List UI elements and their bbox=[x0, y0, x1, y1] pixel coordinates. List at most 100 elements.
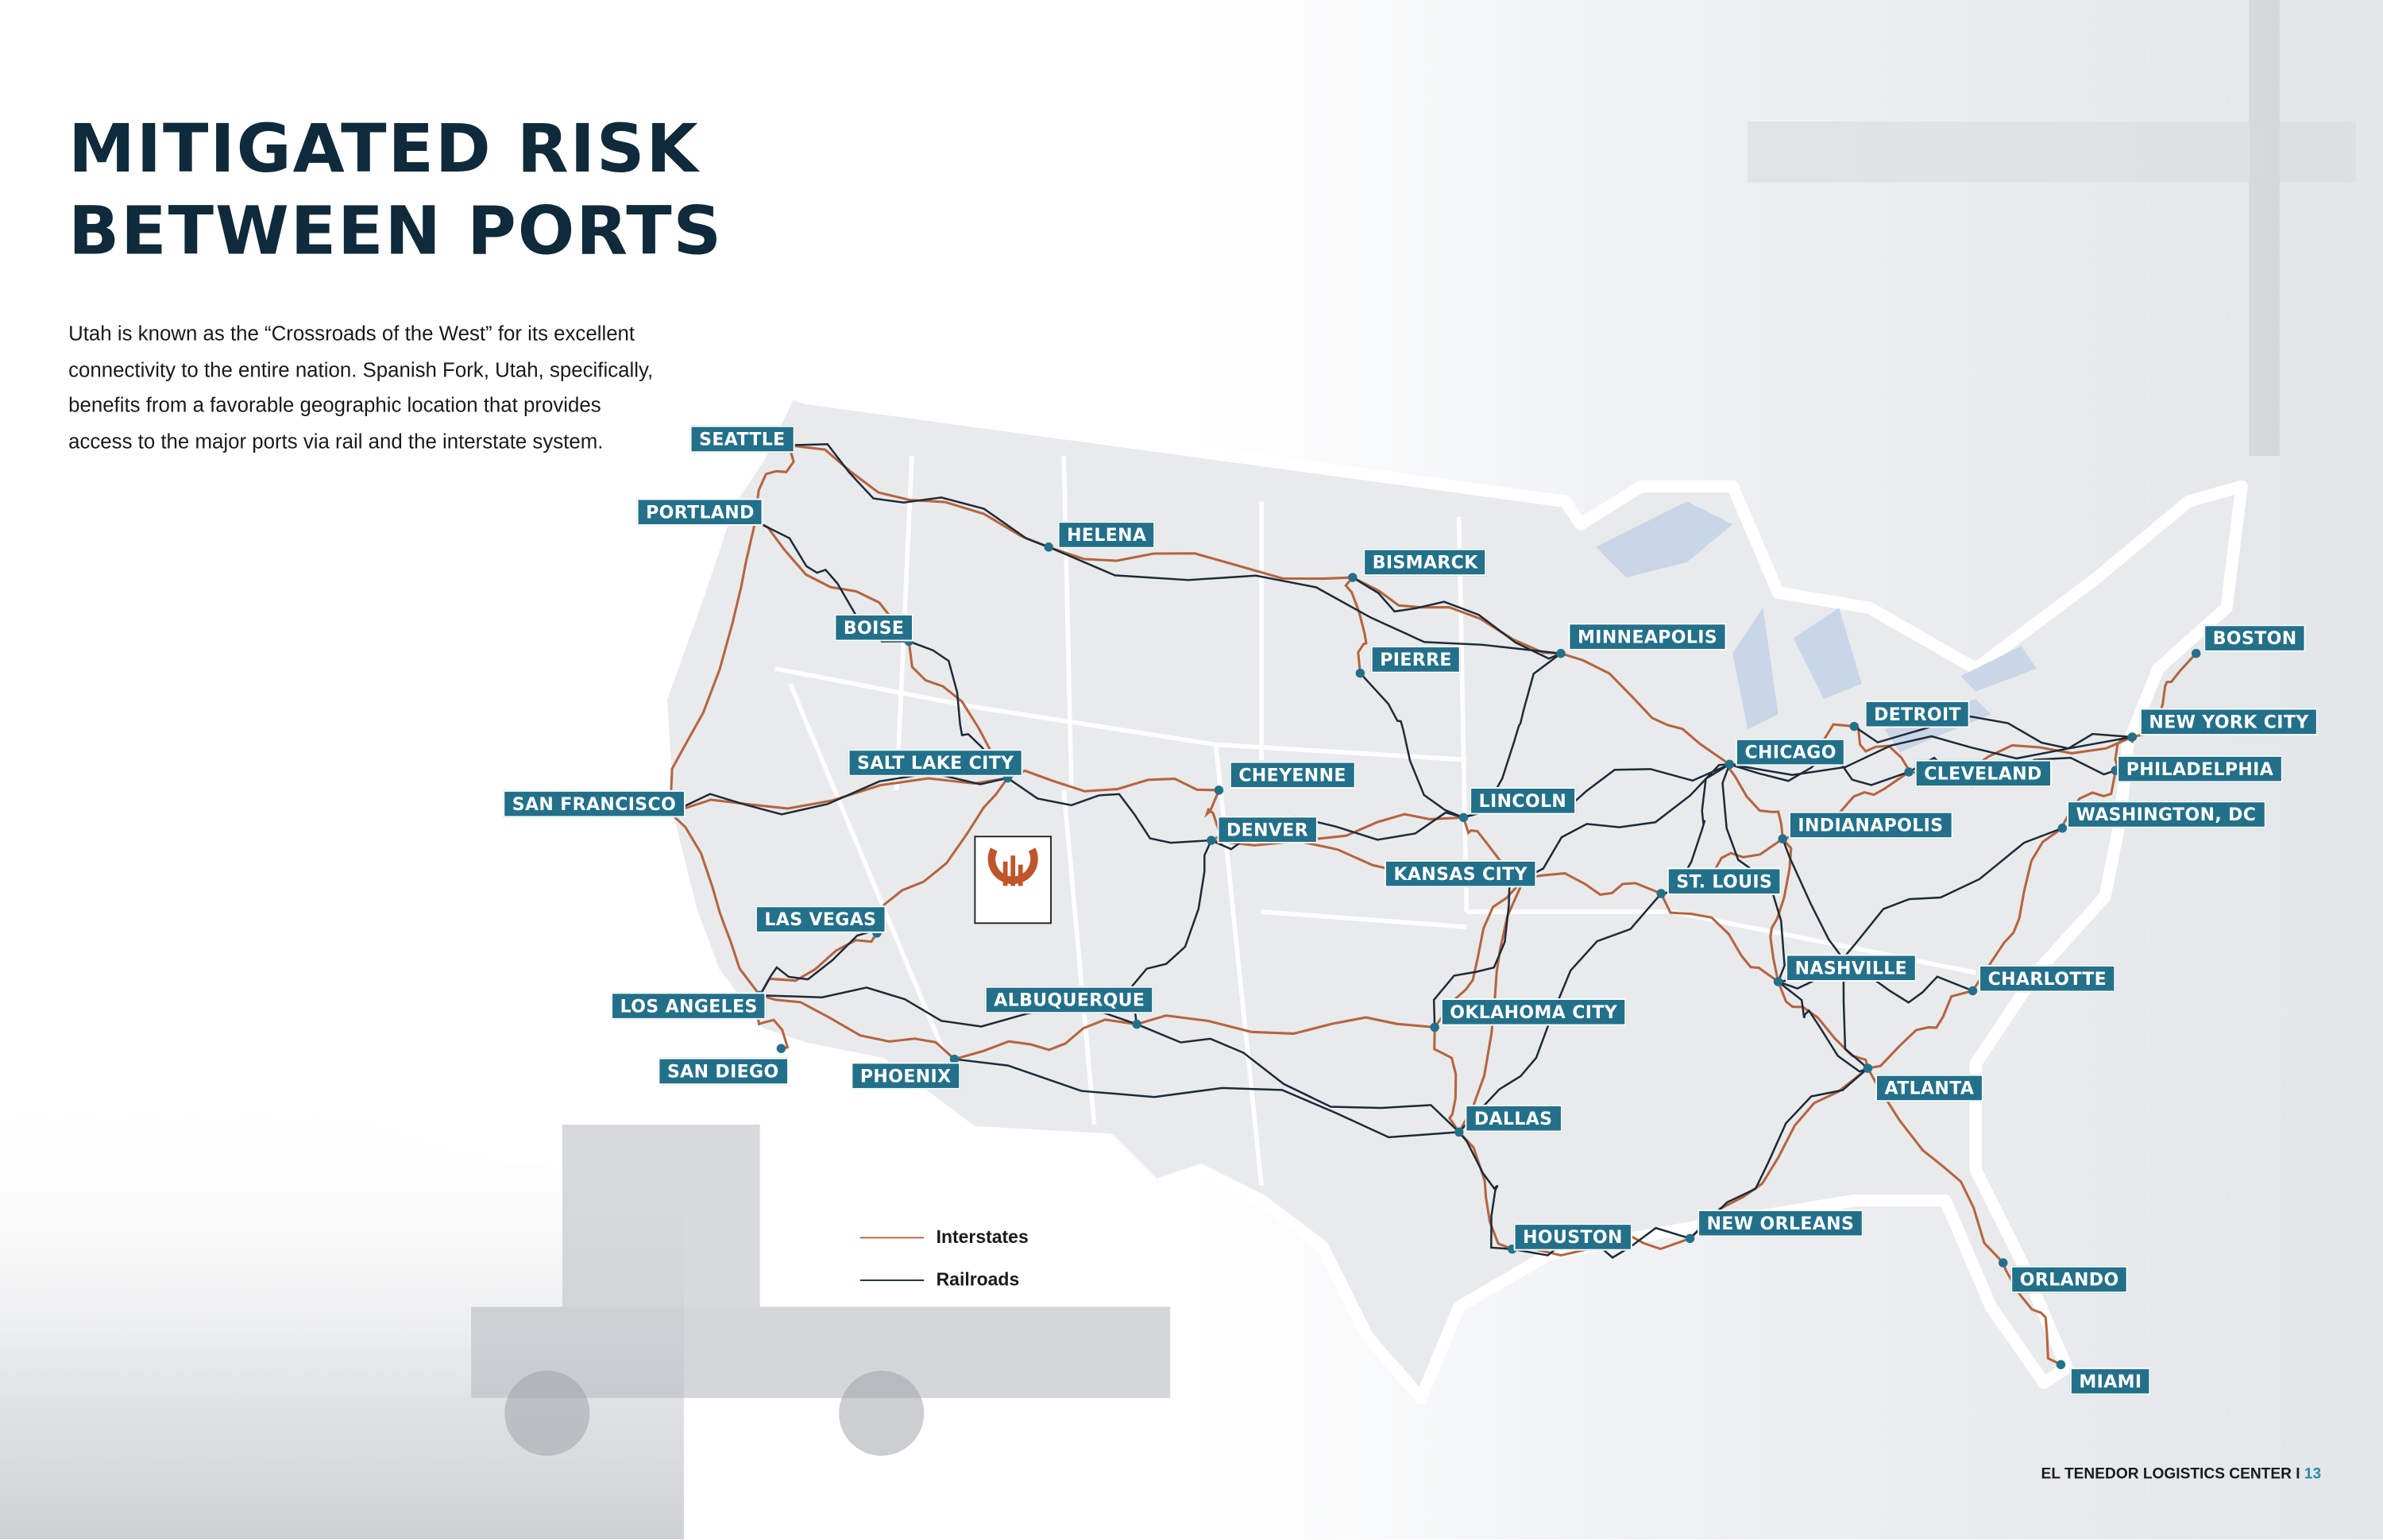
city-label-oklahoma-city: OKLAHOMA CITY bbox=[1440, 998, 1627, 1026]
city-dot bbox=[1430, 1022, 1439, 1032]
city-dot bbox=[2056, 1360, 2066, 1369]
city-label-helena: HELENA bbox=[1057, 521, 1156, 549]
city-label-new-york-city: NEW YORK CITY bbox=[2139, 708, 2319, 736]
city-dot bbox=[1904, 767, 1914, 777]
city-dot bbox=[2127, 732, 2138, 742]
city-label-houston: HOUSTON bbox=[1513, 1223, 1632, 1251]
interstate-route bbox=[1972, 827, 2064, 992]
city-dot bbox=[1773, 977, 1783, 986]
legend-interstates: Interstates bbox=[859, 1216, 1029, 1259]
city-dot bbox=[1207, 836, 1216, 845]
interstate-route bbox=[1867, 989, 1973, 1070]
interstate-route bbox=[875, 777, 1009, 934]
city-label-kansas-city: KANSAS CITY bbox=[1385, 859, 1537, 888]
railroad-route bbox=[1853, 715, 2133, 750]
city-label-orlando: ORLANDO bbox=[2010, 1265, 2129, 1294]
city-label-san-diego: SAN DIEGO bbox=[658, 1057, 789, 1086]
footer-separator: I bbox=[2296, 1466, 2300, 1484]
interstate-line-swatch bbox=[859, 1236, 925, 1238]
el-tenedor-logo bbox=[974, 836, 1052, 924]
railroad-route bbox=[1359, 672, 1464, 819]
city-dot bbox=[1849, 721, 1859, 731]
interstate-route bbox=[1344, 577, 1368, 674]
city-label-phoenix: PHOENIX bbox=[851, 1062, 960, 1090]
city-label-las-vegas: LAS VEGAS bbox=[755, 905, 886, 933]
interstate-route bbox=[2002, 1262, 2062, 1366]
railroad-route bbox=[908, 640, 1009, 779]
city-label-new-orleans: NEW ORLEANS bbox=[1697, 1209, 1864, 1237]
railroad-route bbox=[1777, 981, 1868, 1073]
city-label-salt-lake-city: SALT LAKE CITY bbox=[848, 749, 1023, 777]
city-label-miami: MIAMI bbox=[2069, 1367, 2152, 1395]
city-label-nashville: NASHVILLE bbox=[1786, 954, 1917, 982]
interstate-route bbox=[1777, 981, 1869, 1069]
railroad-route bbox=[1432, 877, 1525, 1028]
title-line-2: BETWEEN PORTS bbox=[68, 192, 724, 271]
railroad-line-swatch bbox=[859, 1279, 925, 1280]
railroad-route bbox=[1729, 735, 2133, 777]
interstate-route bbox=[1560, 652, 1731, 766]
interstate-route bbox=[1725, 763, 1784, 839]
interstate-route bbox=[670, 777, 1008, 815]
city-label-denver: DENVER bbox=[1217, 816, 1318, 843]
city-dot bbox=[1214, 785, 1224, 795]
railroad-route bbox=[1524, 763, 1730, 879]
city-dot bbox=[1132, 1019, 1141, 1029]
railroad-route bbox=[788, 442, 1049, 548]
city-label-minneapolis: MINNEAPOLIS bbox=[1568, 623, 1727, 650]
city-dot bbox=[2191, 648, 2201, 658]
city-label-seattle: SEATTLE bbox=[689, 425, 795, 454]
city-label-charlotte: CHARLOTTE bbox=[1979, 964, 2116, 993]
city-label-boise: BOISE bbox=[834, 613, 913, 642]
city-dot bbox=[949, 1054, 960, 1064]
page-footer: EL TENEDOR LOGISTICS CENTER I 13 bbox=[2041, 1466, 2322, 1483]
city-dot bbox=[1656, 889, 1666, 898]
city-label-washington-dc: WASHINGTON, DC bbox=[2067, 801, 2265, 828]
interstate-route bbox=[759, 994, 956, 1060]
interstate-route bbox=[1689, 1067, 1869, 1240]
railroad-route bbox=[1458, 1131, 1512, 1250]
city-dot bbox=[1998, 1258, 2008, 1268]
railroad-route bbox=[1006, 777, 1211, 844]
city-dot bbox=[776, 1044, 786, 1053]
interstate-route bbox=[954, 1018, 1137, 1061]
interstate-route bbox=[1433, 1027, 1461, 1133]
interstate-route bbox=[669, 520, 757, 813]
city-label-cleveland: CLEVELAND bbox=[1914, 759, 2052, 788]
interstate-route bbox=[669, 812, 761, 997]
city-dot bbox=[1685, 1233, 1695, 1244]
city-dot bbox=[1355, 668, 1365, 678]
city-dot bbox=[2057, 824, 2068, 833]
city-label-bismarck: BISMARCK bbox=[1363, 548, 1488, 577]
city-label-san-francisco: SAN FRANCISCO bbox=[503, 789, 686, 818]
city-label-atlanta: ATLANTA bbox=[1875, 1074, 1983, 1102]
city-label-boston: BOSTON bbox=[2203, 624, 2307, 652]
railroad-route bbox=[1782, 838, 1869, 1069]
map-legend: Interstates Railroads bbox=[859, 1216, 1029, 1301]
railroad-route bbox=[1689, 1067, 1869, 1240]
city-dot bbox=[1556, 648, 1566, 658]
city-dot bbox=[1458, 812, 1469, 823]
city-label-philadelphia: PHILADELPHIA bbox=[2117, 755, 2283, 783]
city-label-lincoln: LINCOLN bbox=[1470, 787, 1576, 815]
interstate-route bbox=[1352, 576, 1562, 655]
city-label-st-louis: ST. LOUIS bbox=[1667, 867, 1782, 895]
city-label-dallas: DALLAS bbox=[1465, 1104, 1562, 1133]
intro-paragraph: Utah is known as the “Crossroads of the … bbox=[68, 322, 654, 453]
city-label-chicago: CHICAGO bbox=[1735, 738, 1846, 766]
city-label-portland: PORTLAND bbox=[636, 498, 764, 527]
interstate-route bbox=[1136, 1014, 1435, 1035]
interstate-route bbox=[788, 444, 1049, 549]
railroad-route bbox=[670, 771, 1008, 816]
city-dot bbox=[1968, 986, 1978, 996]
interstate-route bbox=[1433, 877, 1526, 1029]
legend-label: Railroads bbox=[936, 1268, 1020, 1291]
city-dot bbox=[1454, 1127, 1464, 1137]
interstate-route bbox=[1006, 769, 1219, 793]
city-label-los-angeles: LOS ANGELES bbox=[611, 992, 767, 1020]
city-label-pierre: PIERRE bbox=[1370, 646, 1462, 674]
city-dot bbox=[1044, 542, 1053, 552]
